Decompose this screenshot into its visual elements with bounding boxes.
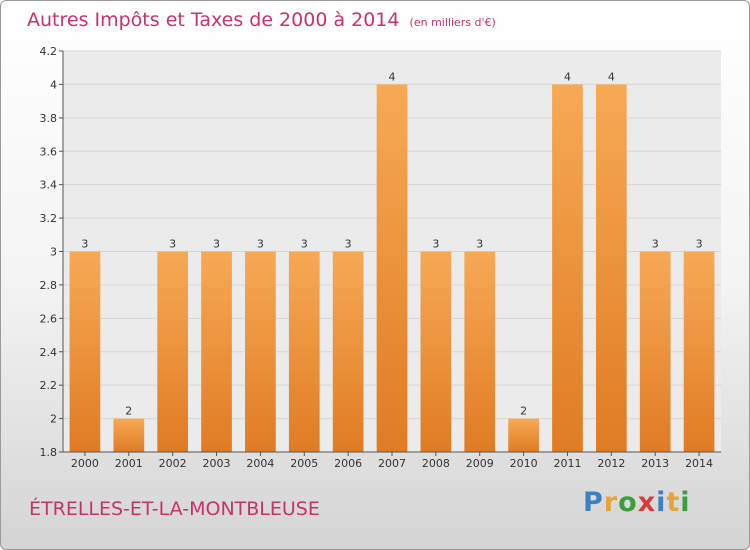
x-tick-label: 2004 bbox=[246, 457, 274, 470]
proxiti-logo: Proxiti bbox=[583, 487, 691, 518]
y-tick-label: 3.6 bbox=[40, 145, 58, 158]
x-tick-label: 2009 bbox=[466, 457, 494, 470]
bar bbox=[288, 251, 320, 452]
bar bbox=[464, 251, 496, 452]
x-tick-label: 2007 bbox=[378, 457, 406, 470]
y-tick-label: 4 bbox=[50, 78, 57, 91]
bar-value-label: 3 bbox=[652, 238, 659, 251]
logo-letter: t bbox=[666, 487, 681, 518]
bar bbox=[595, 84, 627, 453]
bar-value-label: 3 bbox=[213, 238, 220, 251]
logo-letter: i bbox=[656, 487, 667, 518]
bar-value-label: 3 bbox=[696, 238, 703, 251]
y-tick-label: 2.6 bbox=[40, 312, 58, 325]
bar-value-label: 4 bbox=[564, 70, 571, 83]
bar bbox=[683, 251, 715, 452]
y-tick-label: 2 bbox=[50, 413, 57, 426]
x-tick-label: 2011 bbox=[553, 457, 581, 470]
x-tick-label: 2005 bbox=[290, 457, 318, 470]
bar-value-label: 3 bbox=[169, 238, 176, 251]
logo-letter: o bbox=[618, 487, 638, 518]
bar bbox=[245, 251, 276, 452]
logo-letter: r bbox=[603, 487, 619, 518]
y-tick-label: 1.8 bbox=[40, 446, 58, 459]
y-tick-label: 2.8 bbox=[40, 279, 58, 292]
bar-value-label: 2 bbox=[520, 405, 527, 418]
x-tick-label: 2001 bbox=[115, 457, 143, 470]
logo-letter: x bbox=[637, 487, 657, 518]
bar bbox=[639, 251, 671, 452]
commune-name: ÉTRELLES-ET-LA-MONTBLEUSE bbox=[29, 498, 320, 520]
bar-value-label: 3 bbox=[432, 238, 439, 251]
bar-value-label: 3 bbox=[81, 238, 88, 251]
y-tick-label: 3 bbox=[50, 246, 57, 259]
y-tick-label: 3.8 bbox=[40, 112, 58, 125]
y-tick-label: 2.4 bbox=[40, 346, 58, 359]
bar-value-label: 3 bbox=[257, 238, 264, 251]
bar bbox=[420, 251, 452, 452]
logo-letter: P bbox=[583, 487, 604, 518]
chart-title: Autres Impôts et Taxes de 2000 à 2014 (e… bbox=[27, 9, 496, 31]
bar bbox=[113, 418, 145, 452]
x-tick-label: 2000 bbox=[71, 457, 99, 470]
bar bbox=[552, 84, 583, 453]
bar bbox=[157, 251, 189, 452]
y-tick-label: 2.2 bbox=[40, 379, 58, 392]
y-tick-label: 3.2 bbox=[40, 212, 58, 225]
x-tick-label: 2002 bbox=[159, 457, 187, 470]
bars bbox=[69, 84, 715, 453]
bar bbox=[201, 251, 232, 452]
bar-value-label: 3 bbox=[476, 238, 483, 251]
bar-value-label: 4 bbox=[389, 70, 396, 83]
bar-value-label: 3 bbox=[301, 238, 308, 251]
bar-labels: 3 2 3 3 3 3 3 4 3 3 2 4 4 3 3 bbox=[81, 70, 702, 417]
y-axis-ticks: 1.8 2 2.2 2.4 2.6 2.8 3 3.2 3.4 3.6 3.8 4 4.2 bbox=[40, 45, 63, 459]
chart-title-text: Autres Impôts et Taxes de 2000 à 2014 bbox=[27, 9, 400, 31]
x-tick-label: 2013 bbox=[641, 457, 669, 470]
bar-value-label: 4 bbox=[608, 70, 615, 83]
x-tick-label: 2008 bbox=[422, 457, 450, 470]
x-tick-label: 2006 bbox=[334, 457, 362, 470]
bar bbox=[376, 84, 408, 453]
x-tick-label: 2003 bbox=[203, 457, 231, 470]
logo-letter: i bbox=[680, 487, 691, 518]
x-tick-label: 2012 bbox=[597, 457, 625, 470]
chart-unit: (en milliers d'€) bbox=[409, 16, 496, 29]
bar-value-label: 2 bbox=[125, 405, 132, 418]
bar bbox=[332, 251, 364, 452]
bar-value-label: 3 bbox=[345, 238, 352, 251]
x-tick-label: 2010 bbox=[510, 457, 538, 470]
x-axis-ticks: 2000 2001 2002 2003 2004 2005 2006 2007 2008 2009… bbox=[71, 452, 713, 470]
bar bbox=[69, 251, 101, 452]
bar bbox=[508, 418, 539, 452]
x-tick-label: 2014 bbox=[685, 457, 713, 470]
y-tick-label: 3.4 bbox=[40, 179, 58, 192]
y-tick-label: 4.2 bbox=[40, 45, 58, 58]
